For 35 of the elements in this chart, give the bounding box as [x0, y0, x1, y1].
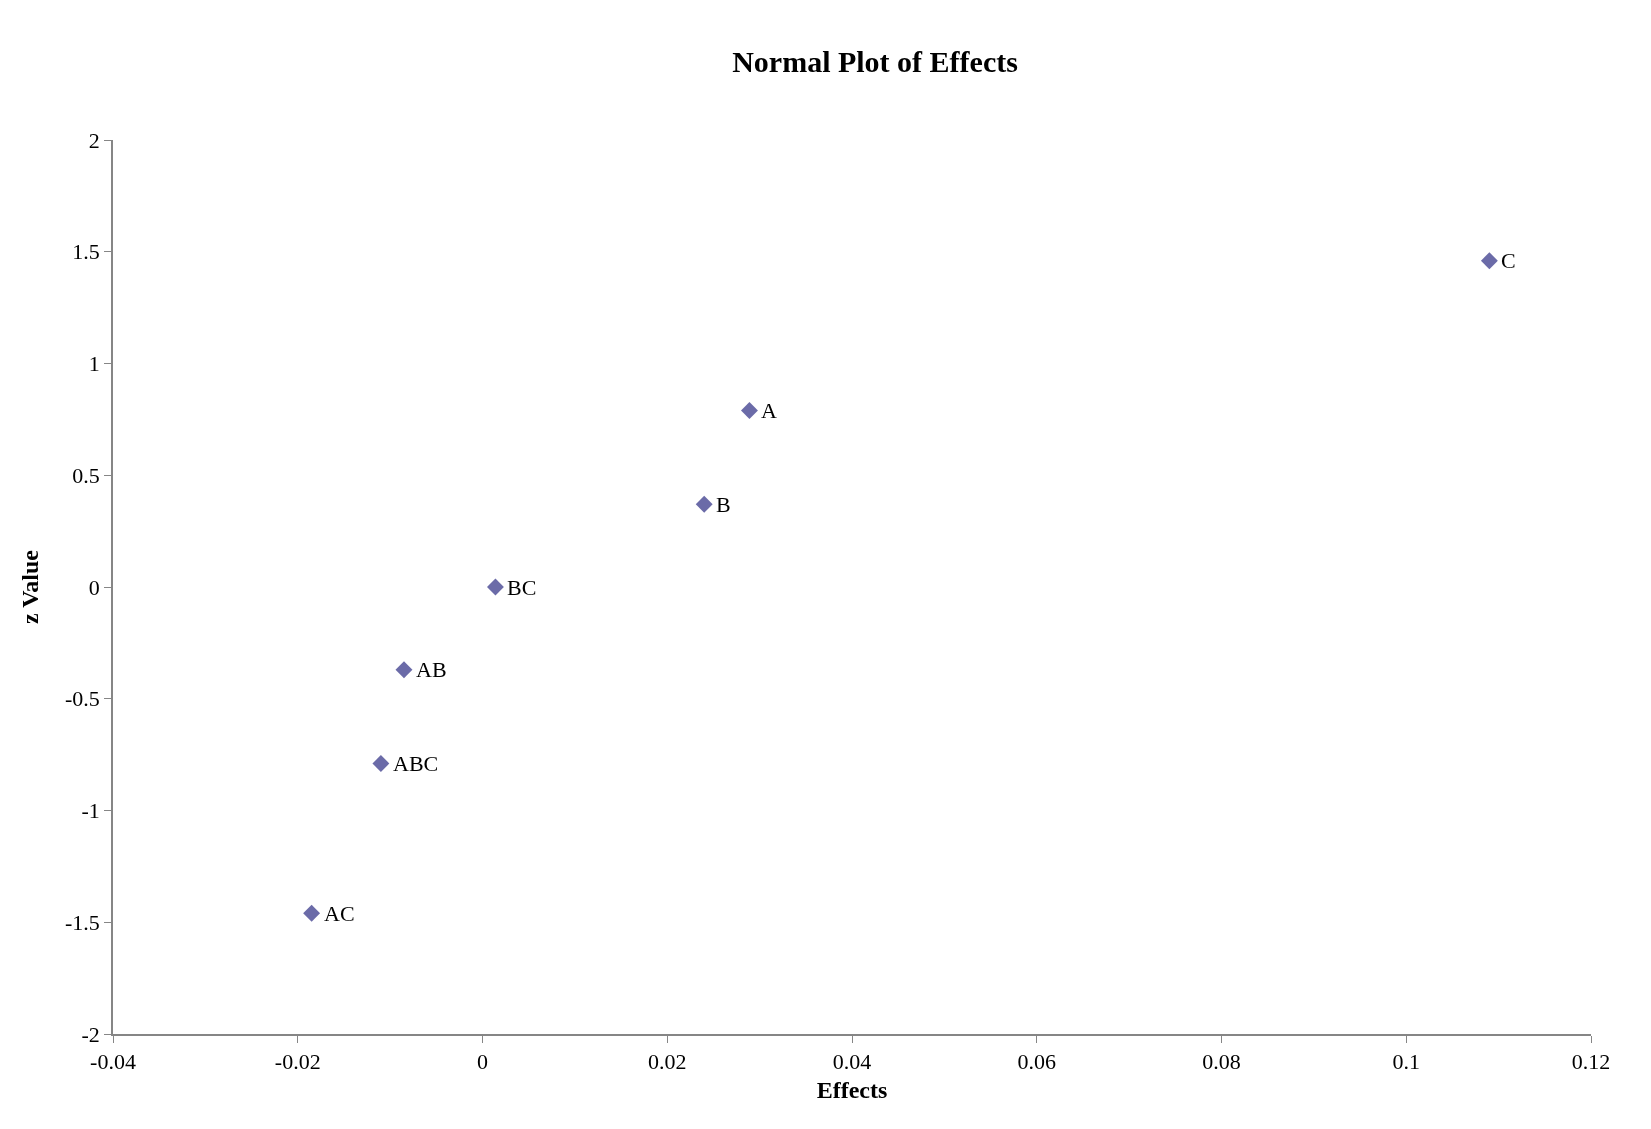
- x-tick-label: -0.04: [90, 1049, 136, 1075]
- y-tick-label: 2: [88, 127, 100, 153]
- annotation: ABC: [393, 751, 439, 776]
- x-tick-label: 0: [477, 1049, 488, 1075]
- y-tick-label: 1: [88, 351, 100, 377]
- x-axis-title: Effects: [816, 1076, 888, 1103]
- annotation: AC: [324, 901, 355, 926]
- point: [741, 401, 758, 419]
- chart-title: Normal Plot of Effects: [732, 44, 1018, 78]
- y-tick-label: 1.5: [72, 239, 100, 265]
- point: [1480, 252, 1498, 270]
- annotation: AB: [416, 657, 447, 682]
- annotation: C: [1501, 248, 1516, 273]
- x-tick-label: 0.12: [1571, 1049, 1611, 1075]
- x-tick-label: 0.04: [832, 1049, 872, 1075]
- y-tick-label: -2: [81, 1021, 100, 1047]
- annotation: A: [761, 398, 777, 423]
- x-tick-label: -0.02: [274, 1049, 321, 1075]
- point: [695, 495, 713, 513]
- y-tick-label: 0.5: [72, 462, 100, 488]
- annotation: B: [716, 492, 731, 517]
- x-tick-label: 0.1: [1392, 1049, 1420, 1075]
- x-tick-label: 0.06: [1017, 1049, 1056, 1075]
- point: [303, 904, 321, 922]
- y-tick-label: -1.5: [65, 909, 100, 935]
- x-tick-label: 0.02: [648, 1049, 687, 1075]
- point: [372, 755, 390, 773]
- x-tick-label: 0.08: [1202, 1049, 1241, 1075]
- point: [486, 578, 504, 596]
- y-axis-title: z Value: [16, 549, 43, 625]
- y-tick-label: -0.5: [65, 686, 100, 712]
- y-tick-label: -1: [81, 798, 100, 824]
- y-tick-label: 0: [88, 574, 100, 600]
- point: [395, 661, 413, 679]
- annotation: BC: [507, 575, 537, 600]
